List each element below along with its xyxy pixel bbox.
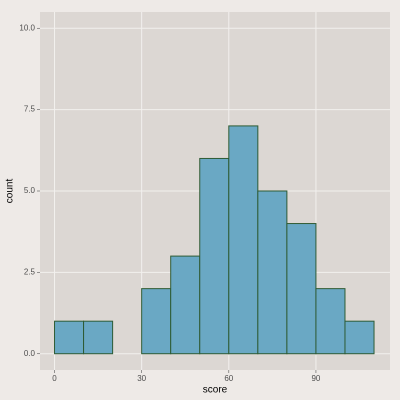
x-tick-label: 90 xyxy=(311,374,320,383)
x-tick-label: 30 xyxy=(137,374,146,383)
bar xyxy=(228,125,259,355)
y-axis-title: count xyxy=(5,179,16,204)
y-tick-label: 7.5 xyxy=(24,105,36,114)
y-tick-label: 0.0 xyxy=(24,349,36,358)
x-tick-label: 0 xyxy=(52,374,57,383)
bar xyxy=(315,288,346,355)
x-tick-label: 60 xyxy=(224,374,233,383)
bar xyxy=(257,190,288,355)
bar xyxy=(141,288,172,355)
bar xyxy=(83,320,114,355)
y-tick-label: 10.0 xyxy=(19,23,35,32)
x-axis-title: score xyxy=(203,385,228,396)
bar xyxy=(344,320,375,355)
bar xyxy=(170,255,201,355)
bar xyxy=(54,320,85,355)
bar xyxy=(286,223,317,355)
bar xyxy=(199,157,230,355)
y-tick-label: 2.5 xyxy=(24,267,36,276)
y-tick-label: 5.0 xyxy=(24,186,36,195)
